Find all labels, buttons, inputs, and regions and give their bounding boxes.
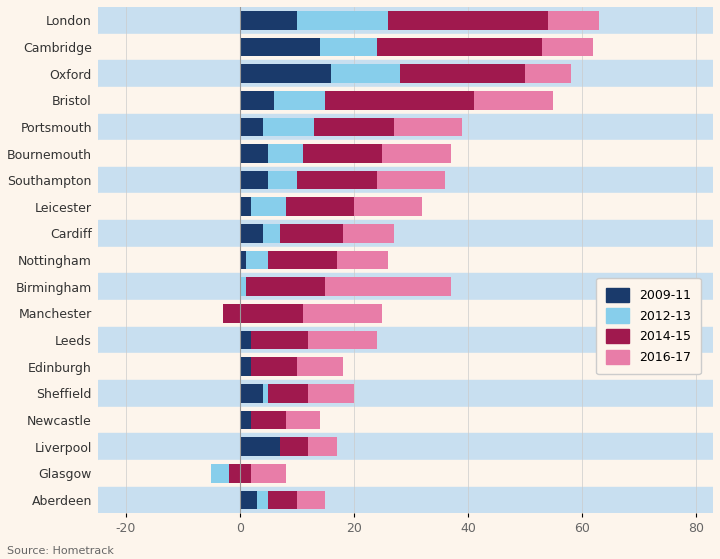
- Bar: [400, 64, 525, 83]
- Bar: [240, 331, 251, 349]
- Bar: [240, 37, 320, 56]
- Bar: [97, 326, 713, 353]
- Bar: [331, 64, 400, 83]
- Bar: [354, 197, 423, 216]
- Bar: [297, 11, 388, 30]
- Bar: [97, 353, 713, 380]
- Bar: [274, 91, 325, 110]
- Bar: [97, 193, 713, 220]
- Bar: [240, 197, 251, 216]
- Bar: [377, 171, 445, 190]
- Bar: [246, 277, 325, 296]
- Bar: [240, 491, 257, 509]
- Bar: [286, 411, 320, 429]
- Bar: [525, 64, 570, 83]
- Legend: 2009-11, 2012-13, 2014-15, 2016-17: 2009-11, 2012-13, 2014-15, 2016-17: [596, 278, 701, 374]
- Bar: [97, 247, 713, 273]
- Bar: [97, 167, 713, 193]
- Bar: [240, 437, 280, 456]
- Bar: [240, 357, 251, 376]
- Bar: [251, 357, 297, 376]
- Bar: [251, 464, 286, 482]
- Bar: [97, 113, 713, 140]
- Bar: [343, 224, 394, 243]
- Bar: [240, 171, 269, 190]
- Bar: [263, 224, 280, 243]
- Bar: [269, 384, 308, 402]
- Bar: [240, 251, 246, 269]
- Bar: [97, 433, 713, 460]
- Bar: [320, 37, 377, 56]
- Bar: [97, 34, 713, 60]
- Bar: [269, 171, 297, 190]
- Bar: [280, 224, 343, 243]
- Text: Source: Hometrack: Source: Hometrack: [7, 546, 114, 556]
- Bar: [97, 7, 713, 34]
- Bar: [286, 197, 354, 216]
- Bar: [337, 251, 388, 269]
- Bar: [97, 60, 713, 87]
- Bar: [394, 117, 462, 136]
- Bar: [377, 37, 542, 56]
- Bar: [223, 304, 240, 323]
- Bar: [240, 11, 297, 30]
- Bar: [269, 251, 337, 269]
- Bar: [297, 171, 377, 190]
- Bar: [97, 487, 713, 513]
- Bar: [542, 37, 593, 56]
- Bar: [388, 11, 548, 30]
- Bar: [97, 273, 713, 300]
- Bar: [240, 64, 331, 83]
- Bar: [240, 277, 246, 296]
- Bar: [97, 300, 713, 326]
- Bar: [97, 140, 713, 167]
- Bar: [269, 144, 302, 163]
- Bar: [382, 144, 451, 163]
- Bar: [269, 491, 297, 509]
- Bar: [240, 224, 263, 243]
- Bar: [325, 277, 451, 296]
- Bar: [308, 384, 354, 402]
- Bar: [297, 491, 325, 509]
- Bar: [280, 437, 308, 456]
- Bar: [212, 464, 240, 482]
- Bar: [223, 304, 302, 323]
- Bar: [251, 411, 286, 429]
- Bar: [297, 357, 343, 376]
- Bar: [308, 331, 377, 349]
- Bar: [251, 197, 286, 216]
- Bar: [97, 460, 713, 487]
- Bar: [251, 331, 308, 349]
- Bar: [314, 117, 394, 136]
- Bar: [97, 380, 713, 406]
- Bar: [212, 464, 228, 482]
- Bar: [97, 406, 713, 433]
- Bar: [97, 87, 713, 113]
- Bar: [302, 144, 382, 163]
- Bar: [257, 491, 269, 509]
- Bar: [240, 144, 269, 163]
- Bar: [474, 91, 554, 110]
- Bar: [228, 464, 251, 482]
- Bar: [548, 11, 599, 30]
- Bar: [302, 304, 382, 323]
- Bar: [240, 411, 251, 429]
- Bar: [325, 91, 474, 110]
- Bar: [246, 251, 269, 269]
- Bar: [240, 117, 263, 136]
- Bar: [97, 220, 713, 247]
- Bar: [263, 384, 269, 402]
- Bar: [240, 384, 263, 402]
- Bar: [240, 91, 274, 110]
- Bar: [308, 437, 337, 456]
- Bar: [263, 117, 314, 136]
